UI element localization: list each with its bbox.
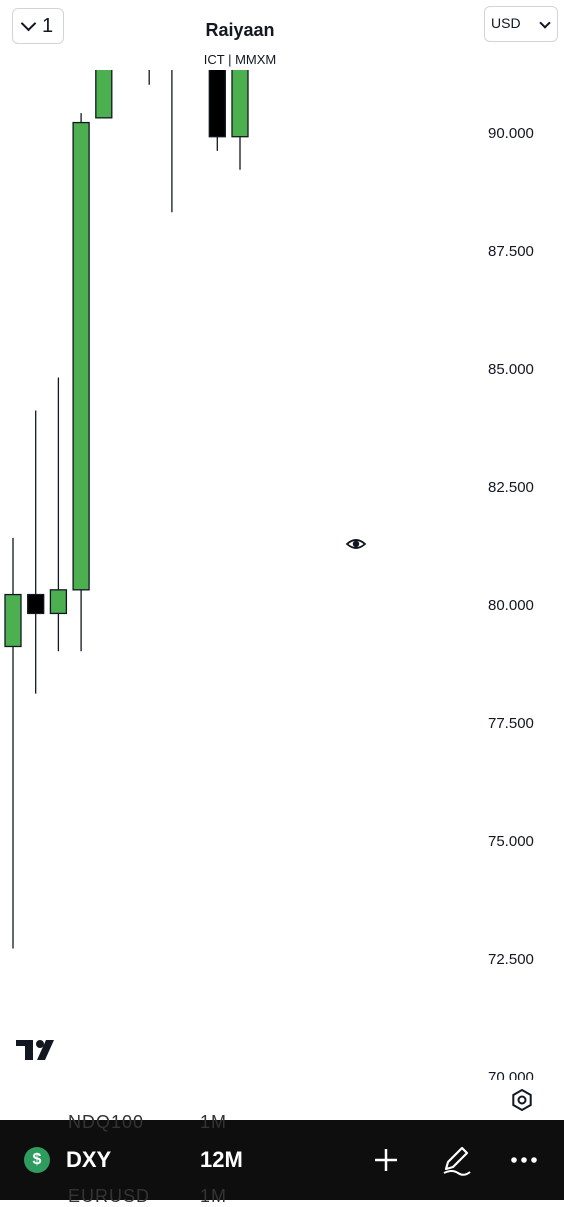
currency-select[interactable]: USD xyxy=(484,6,558,42)
candle[interactable] xyxy=(72,113,90,652)
chart-title: Raiyaan xyxy=(205,20,275,40)
ghost-symbol-below: EURUSD xyxy=(68,1186,151,1206)
price-chart[interactable]: 122.500120.000117.500115.000112.500110.0… xyxy=(0,70,564,1080)
chevron-down-icon xyxy=(539,17,551,29)
chart-subtitle: ICT | MMXM xyxy=(203,52,277,67)
currency-label: USD xyxy=(491,15,521,31)
y-tick-label: 85.000 xyxy=(488,361,534,378)
candle-body xyxy=(95,70,113,119)
eye-outline xyxy=(345,539,367,549)
timeframe-label[interactable]: 12M xyxy=(200,1147,243,1172)
settings-icon[interactable] xyxy=(510,1088,534,1112)
ghost-timeframe-above: 1M xyxy=(200,1112,228,1132)
ghost-timeframe-below: 1M xyxy=(200,1186,228,1206)
candle[interactable] xyxy=(231,70,249,170)
candle[interactable] xyxy=(95,70,113,119)
more-icon[interactable] xyxy=(506,1142,542,1178)
layout-count: 1 xyxy=(41,14,54,37)
y-tick-label: 80.000 xyxy=(488,597,534,614)
candle[interactable] xyxy=(4,537,22,949)
candle-body xyxy=(231,70,249,138)
y-tick-label: 82.500 xyxy=(488,479,534,496)
layout-selector-button[interactable]: 1 xyxy=(12,8,64,44)
bottom-toolbar: NDQ100 1M EURUSD 1M $ DXY 12M xyxy=(0,1112,564,1206)
candle[interactable] xyxy=(49,377,68,652)
plus-icon[interactable] xyxy=(368,1142,404,1178)
candle[interactable] xyxy=(208,70,226,151)
candle-body xyxy=(49,589,68,615)
candle[interactable] xyxy=(164,70,180,213)
y-tick-label: 72.500 xyxy=(488,951,534,968)
eye-pupil xyxy=(352,540,360,548)
y-tick-label: 75.000 xyxy=(488,833,534,850)
candle-body xyxy=(4,593,22,648)
y-tick-label: 70.000 xyxy=(488,1069,534,1080)
ghost-symbol-above: NDQ100 xyxy=(68,1112,145,1132)
candle[interactable] xyxy=(141,70,157,85)
y-tick-label: 90.000 xyxy=(488,125,534,142)
pen-icon[interactable] xyxy=(438,1142,474,1178)
y-tick-label: 77.500 xyxy=(488,715,534,732)
dollar-icon: $ xyxy=(24,1147,50,1173)
eye-icon[interactable] xyxy=(345,539,367,549)
candle-body xyxy=(208,70,226,138)
y-tick-label: 87.500 xyxy=(488,243,534,260)
candle-body xyxy=(72,121,90,591)
candle-body xyxy=(27,593,45,615)
candle[interactable] xyxy=(27,410,45,694)
tradingview-logo-icon xyxy=(16,1040,54,1060)
symbol-name[interactable]: DXY xyxy=(66,1147,112,1172)
